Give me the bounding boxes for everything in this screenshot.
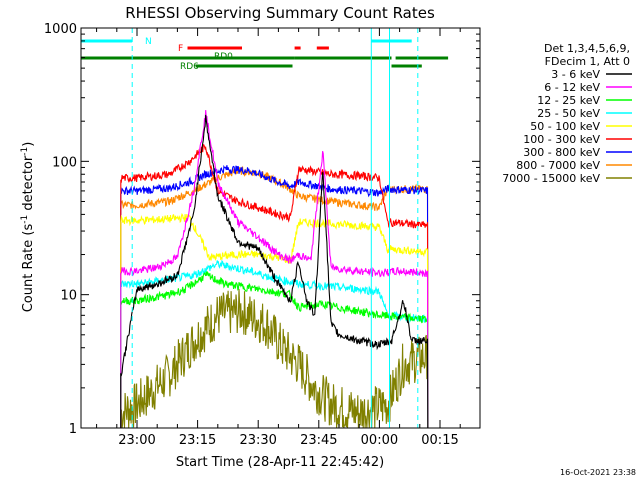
x-tick-label: 00:00 <box>361 433 398 448</box>
plot-frame <box>80 27 481 429</box>
series-line <box>120 288 429 428</box>
series-line <box>120 114 429 428</box>
legend-label: 12 - 25 keV <box>537 94 600 107</box>
y-tick-label: 1 <box>69 422 77 437</box>
legend-label: 100 - 300 keV <box>523 133 600 146</box>
x-tick-label: 23:15 <box>179 433 216 448</box>
flag-label: RD0 <box>214 52 233 62</box>
chart-title: RHESSI Observing Summary Count Rates <box>125 4 435 22</box>
legend-header-line: FDecim 1, Att 0 <box>545 55 630 68</box>
series-line <box>120 212 429 428</box>
legend-label: 3 - 6 keV <box>551 68 600 81</box>
x-axis: 23:00 23:15 23:30 23:45 00:00 00:15 <box>96 28 461 448</box>
legend: Det 1,3,4,5,6,9, FDecim 1, Att 0 3 - 6 k… <box>502 42 632 185</box>
flag-label: F <box>178 44 183 54</box>
y-axis: 1 10 100 1000 <box>44 22 480 437</box>
x-axis-label: Start Time (28-Apr-11 22:45:42) <box>176 455 384 470</box>
flag-label: N <box>145 37 152 47</box>
y-tick-label: 10 <box>60 289 77 304</box>
plot-area <box>81 28 449 428</box>
y-tick-label: 100 <box>52 155 77 170</box>
series-line <box>120 164 429 428</box>
plot-content: N F RD0 RD6 <box>81 28 449 428</box>
y-tick-label: 1000 <box>44 22 77 37</box>
legend-header-line: Det 1,3,4,5,6,9, <box>544 42 630 55</box>
series-line <box>120 143 429 428</box>
x-tick-label: 23:30 <box>239 433 276 448</box>
x-tick-label: 23:45 <box>300 433 337 448</box>
legend-label: 50 - 100 keV <box>530 120 600 133</box>
legend-label: 25 - 50 keV <box>537 107 600 120</box>
legend-label: 7000 - 15000 keV <box>502 172 600 185</box>
legend-label: 6 - 12 keV <box>544 81 600 94</box>
series-line <box>120 110 429 428</box>
legend-label: 300 - 800 keV <box>523 146 600 159</box>
y-axis-label: Count Rate (s-1 detector-1) <box>20 142 36 313</box>
legend-label: 800 - 7000 keV <box>516 159 600 172</box>
x-tick-label: 00:15 <box>421 433 458 448</box>
x-tick-label: 23:00 <box>118 433 155 448</box>
flag-label: RD6 <box>180 62 199 72</box>
series-line <box>120 270 429 428</box>
footer-date: 16-Oct-2021 23:38 <box>560 468 636 477</box>
